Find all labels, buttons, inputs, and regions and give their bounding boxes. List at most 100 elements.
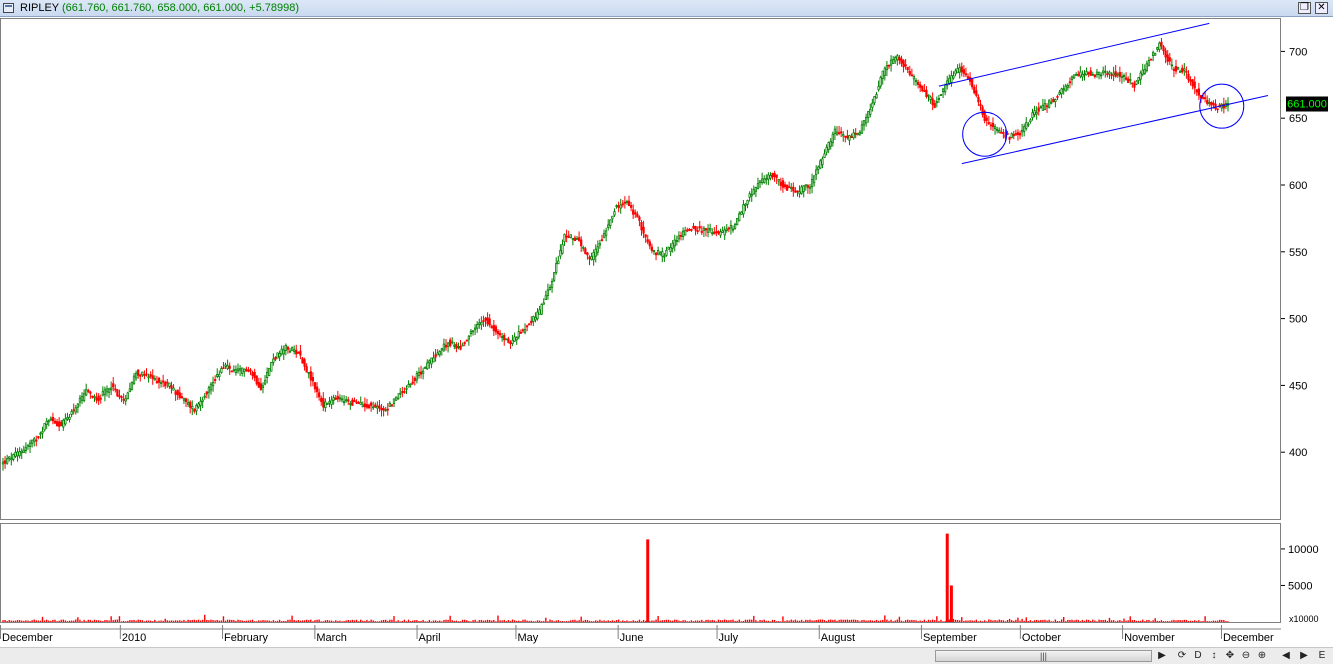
candle-body (330, 399, 333, 405)
price-axis: 400 450 500 550 600 650 700 (1281, 46, 1307, 459)
period-daily-button[interactable]: D (1194, 650, 1202, 661)
vertical-scale-icon[interactable]: ↕ (1211, 650, 1217, 661)
candle-body (781, 180, 785, 188)
candle-body (596, 246, 599, 253)
candle-body (690, 229, 693, 231)
candle-body (914, 80, 918, 82)
price-tag-background (1286, 96, 1328, 112)
candle-body (471, 330, 475, 333)
time-axis: December 2010 February March April May June Jul… (0, 625, 1281, 644)
candle-body (796, 190, 799, 193)
scroll-right-button[interactable]: ▶ (1158, 650, 1166, 661)
candle-body (706, 228, 710, 233)
candle-body (654, 252, 658, 256)
scroll-thumb[interactable]: ||| (935, 650, 1152, 662)
candle-body (405, 388, 408, 390)
candle-body (1141, 69, 1144, 75)
candle-body (399, 392, 402, 395)
candle-body (983, 111, 986, 121)
candle-body (1135, 80, 1138, 85)
chart-scrollbar[interactable]: ||| ▶ ⟳ D ↕ ✥ ⊖ ⊕ ◀ ▶ E (0, 647, 1333, 664)
volume-tick-label: 10000 (1288, 544, 1319, 556)
candle-body (632, 209, 635, 215)
candle-body (575, 238, 579, 240)
candle-body (1100, 74, 1103, 77)
candle-body (534, 316, 537, 321)
candle-body (792, 186, 795, 192)
candle-body (397, 397, 400, 400)
candle-body (960, 66, 963, 73)
candle-body (752, 189, 755, 195)
price-chart[interactable]: 400 450 500 550 600 650 700 5000 10000 December… (0, 17, 1333, 647)
candle-body (467, 335, 471, 340)
candle-body (873, 96, 876, 104)
close-button[interactable]: ✕ (1315, 2, 1328, 14)
candle-body (1039, 106, 1042, 109)
candle-body (698, 226, 701, 229)
candle-body (101, 391, 104, 396)
candle-body (607, 224, 610, 228)
end-button[interactable]: E (1318, 650, 1326, 661)
candle-body (1120, 75, 1124, 78)
candle-body (625, 201, 629, 203)
candle-body (1176, 67, 1180, 70)
back-arrow-icon[interactable]: ◀ (1282, 650, 1290, 661)
candle-body (53, 420, 57, 424)
month-label: May (517, 632, 538, 644)
candle-body (1166, 54, 1169, 62)
candle-body (806, 185, 810, 188)
candle-body (342, 401, 346, 403)
last-price-tag: 661.000 (1286, 96, 1328, 112)
candle-body (297, 351, 300, 354)
candle-body (1077, 73, 1080, 76)
channel-upper-trendline (938, 22, 1210, 87)
candle-body (1195, 89, 1198, 93)
candle-body (461, 344, 464, 347)
candle-body (1189, 79, 1192, 82)
candle-body (935, 101, 938, 104)
candle-body (896, 55, 899, 61)
candle-body (401, 391, 404, 393)
candle-body (939, 94, 943, 96)
candle-body (704, 228, 708, 231)
zoom-out-icon[interactable]: ⊖ (1241, 650, 1251, 661)
candle-body (232, 369, 235, 372)
candle-body (494, 326, 498, 333)
candle-body (1160, 41, 1163, 47)
candle-body (998, 130, 1001, 133)
zoom-in-icon[interactable]: ⊕ (1257, 650, 1267, 661)
candle-body (55, 421, 59, 427)
move-icon[interactable]: ✥ (1225, 650, 1235, 661)
candle-body (178, 392, 181, 398)
candle-body (582, 246, 585, 249)
candle-body (236, 368, 240, 372)
candle-body (760, 178, 764, 184)
candle-body (1000, 131, 1003, 134)
candle-body (365, 404, 369, 408)
candle-body (1083, 73, 1086, 76)
candle-body (276, 352, 279, 359)
candle-body (6, 458, 9, 464)
candle-body (253, 371, 256, 378)
candle-body (1064, 85, 1067, 92)
forward-arrow-icon[interactable]: ▶ (1300, 650, 1308, 661)
candle-body (336, 396, 339, 400)
candle-body (137, 369, 140, 376)
candle-body (971, 78, 974, 88)
candle-body (1158, 42, 1161, 50)
candle-body (617, 205, 620, 208)
candle-body (812, 175, 816, 184)
candle-body (511, 339, 514, 344)
candle-body (815, 169, 818, 176)
candle-body (168, 382, 171, 387)
candle-body (996, 128, 999, 131)
candle-body (58, 421, 61, 427)
candle-body (846, 135, 849, 139)
restore-button[interactable]: ❐ (1298, 2, 1311, 14)
candle-body (473, 327, 477, 330)
candle-body (686, 229, 689, 232)
candle-body (505, 338, 508, 341)
refresh-icon[interactable]: ⟳ (1177, 650, 1187, 661)
trend-annotations[interactable] (938, 22, 1269, 165)
candle-body (1033, 110, 1036, 115)
